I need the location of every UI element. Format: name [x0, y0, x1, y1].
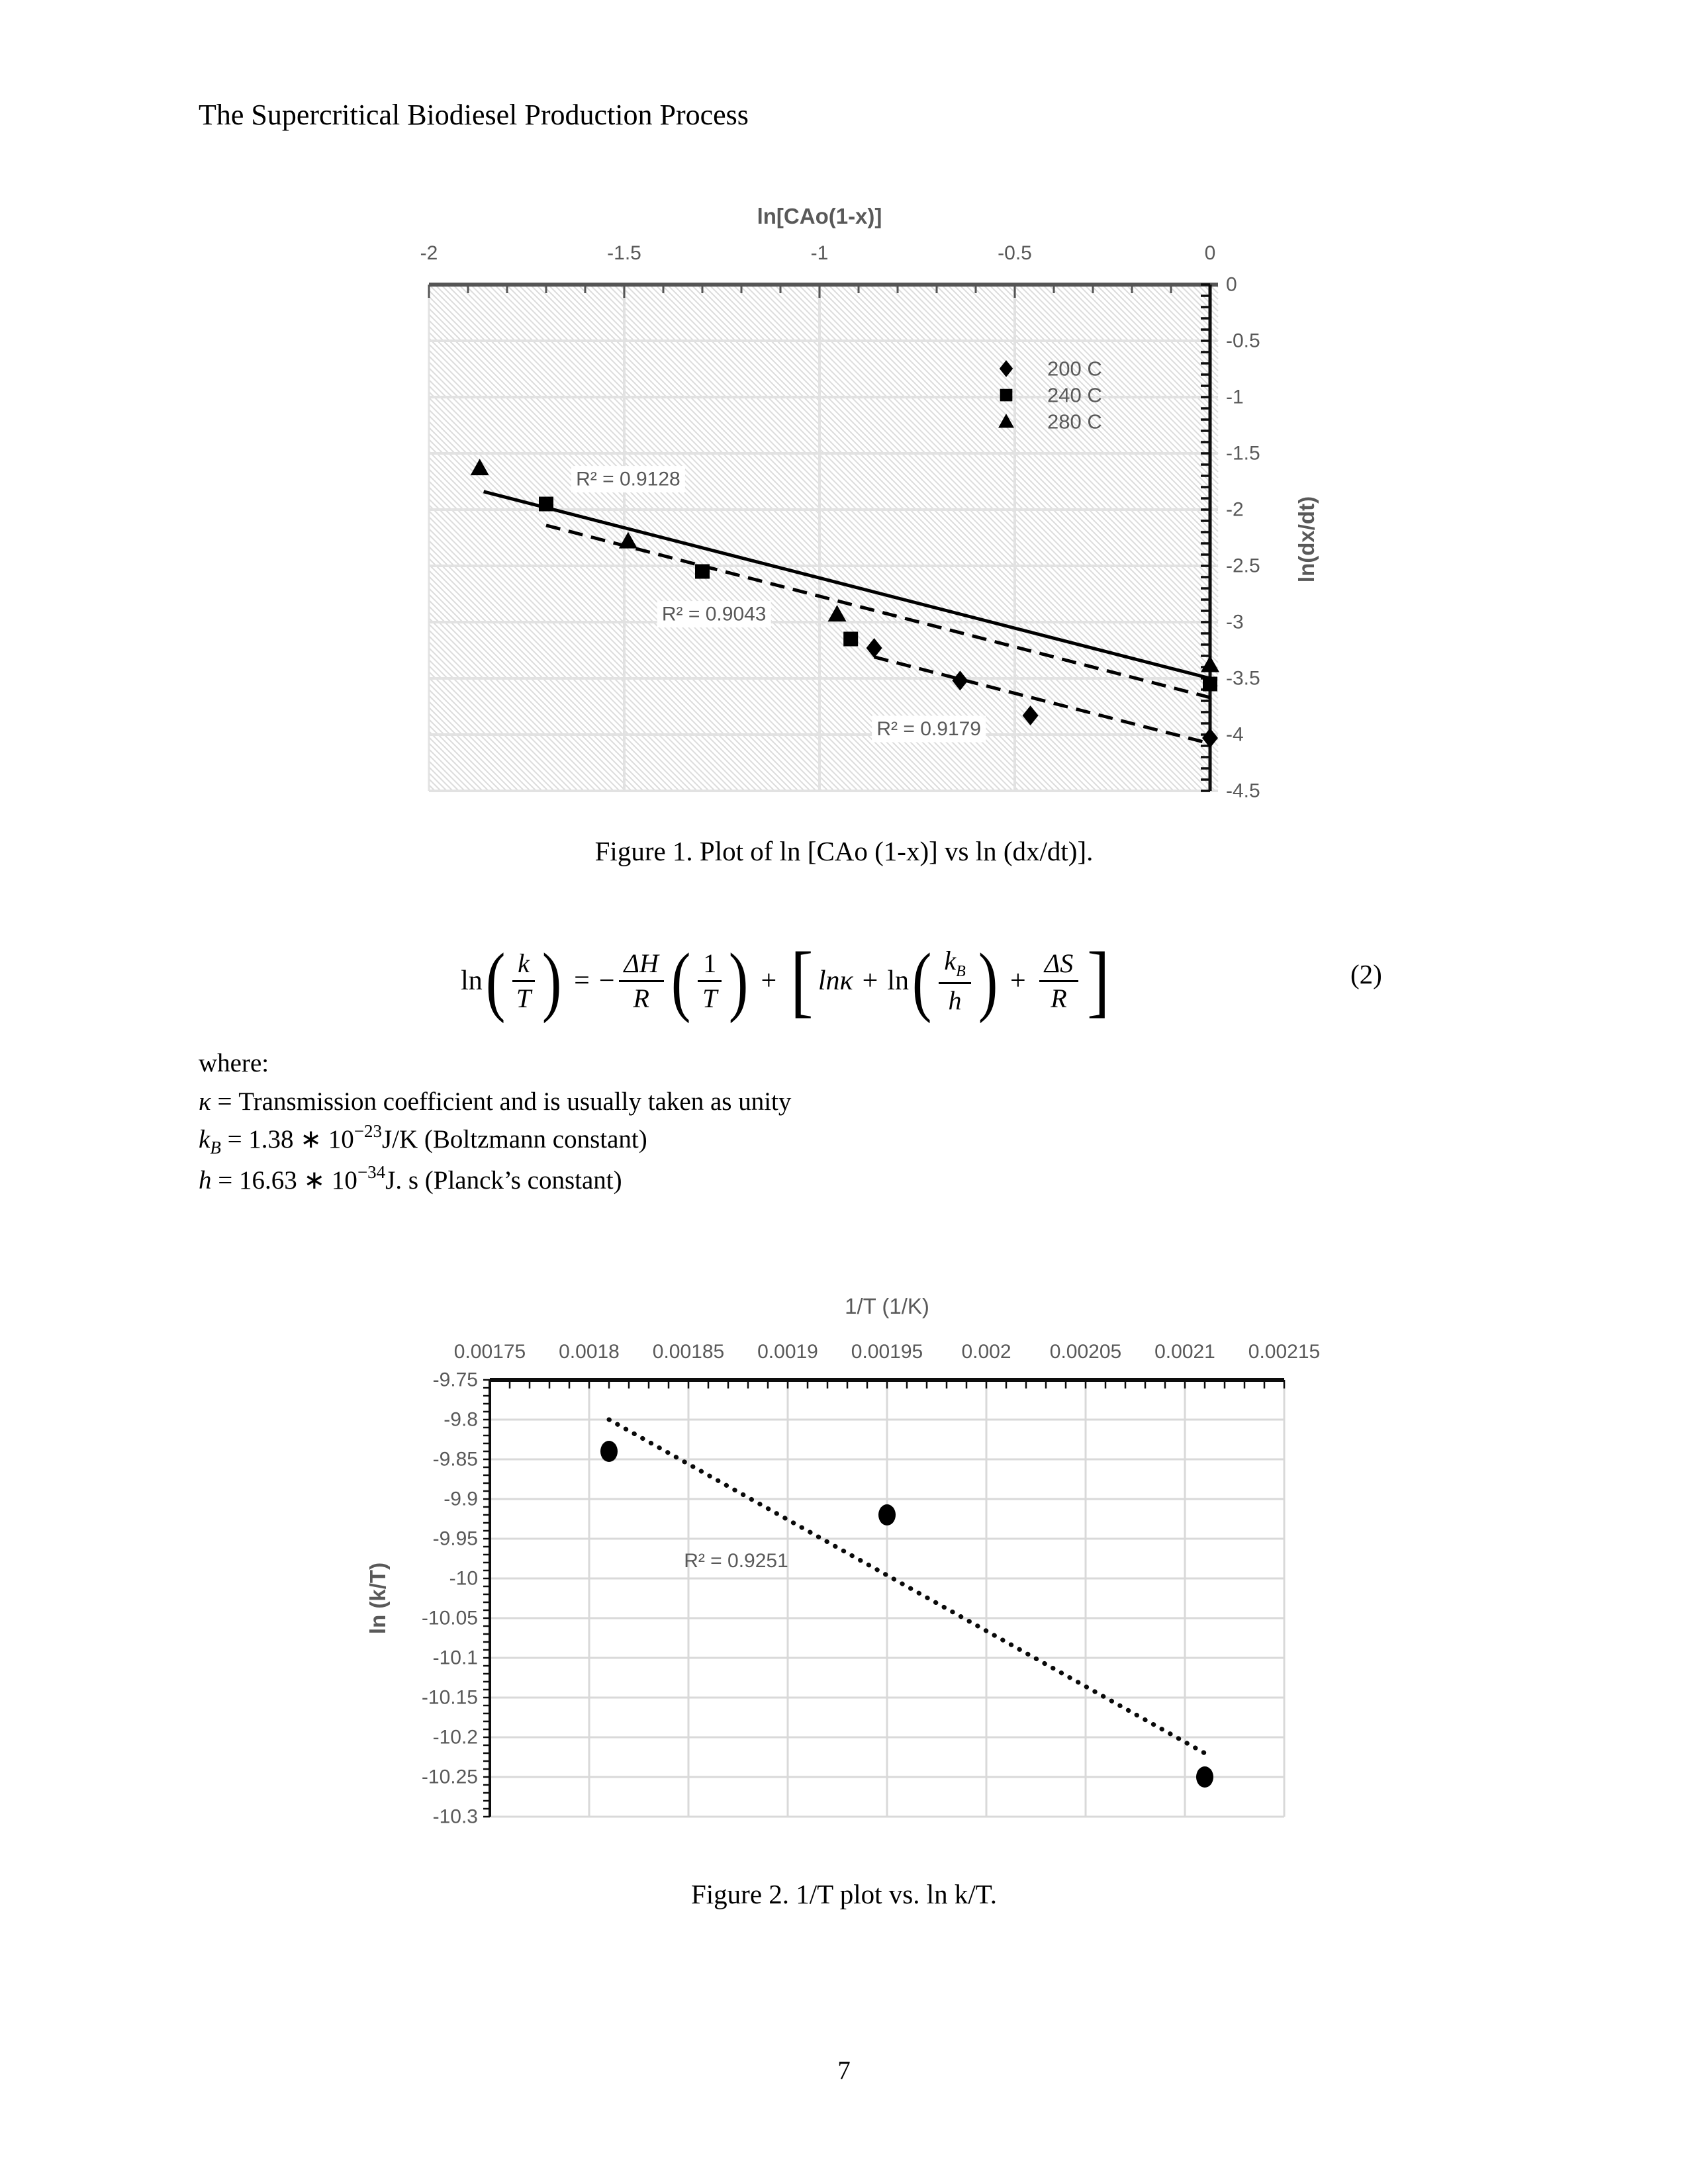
where-block: where: κ = Transmission coefficient and … — [199, 1044, 791, 1200]
eq-frac-1-T: 1 T — [698, 948, 722, 1014]
eq-lparen2: ( — [671, 936, 691, 1024]
svg-text:-10.1: -10.1 — [433, 1647, 478, 1669]
svg-text:R² = 0.9179: R² = 0.9179 — [876, 718, 981, 740]
planck-definition: h = 16.63 ∗ 10−34J. s (Planck’s constant… — [199, 1162, 622, 1195]
svg-text:R² = 0.9251: R² = 0.9251 — [684, 1550, 788, 1572]
svg-text:ln(dx/dt): ln(dx/dt) — [1294, 496, 1319, 582]
svg-text:R² = 0.9043: R² = 0.9043 — [662, 604, 767, 625]
svg-text:-10: -10 — [449, 1568, 478, 1590]
svg-text:-3.5: -3.5 — [1226, 668, 1260, 690]
svg-text:-2: -2 — [1226, 499, 1244, 521]
figure2-chart: R² = 0.9251 0.00175 0.0018 0.00185 0.0019 0.0… — [365, 1294, 1320, 1828]
figure2-caption: Figure 2. 1/T plot vs. ln k/T. — [690, 1879, 997, 1909]
svg-text:-9.9: -9.9 — [444, 1488, 478, 1510]
svg-text:0: 0 — [1205, 242, 1216, 264]
eq-ln-kappa: lnκ — [818, 966, 853, 996]
figure1-caption: Figure 1. Plot of ln [CAo (1-x)] vs ln (… — [594, 836, 1094, 866]
svg-text:-1.5: -1.5 — [607, 242, 641, 264]
eq-minus: − — [598, 966, 615, 996]
svg-text:0.002: 0.002 — [961, 1341, 1011, 1363]
equation-2: ln ( k T ) = − ΔH R ( 1 T ) + [ lnκ + ln… — [457, 921, 1119, 1040]
svg-text:-10.3: -10.3 — [433, 1806, 478, 1828]
svg-text:-9.75: -9.75 — [433, 1369, 478, 1391]
svg-text:0.00185: 0.00185 — [653, 1341, 724, 1363]
svg-text:-0.5: -0.5 — [1226, 330, 1260, 352]
svg-text:ln (k/T): ln (k/T) — [365, 1563, 390, 1634]
svg-text:-2.5: -2.5 — [1226, 555, 1260, 577]
eq-ln2: ln — [887, 966, 910, 996]
svg-text:0.0019: 0.0019 — [757, 1341, 818, 1363]
eq-frac-k-T: k T — [512, 948, 535, 1014]
svg-text:0.0021: 0.0021 — [1154, 1341, 1215, 1363]
svg-text:240 C: 240 C — [1047, 384, 1102, 407]
eq-rparen2: ) — [729, 936, 749, 1024]
svg-text:280 C: 280 C — [1047, 410, 1102, 433]
svg-text:0.0018: 0.0018 — [559, 1341, 620, 1363]
svg-text:-10.2: -10.2 — [433, 1727, 478, 1749]
svg-text:-1: -1 — [811, 242, 829, 264]
page-number: 7 — [837, 2056, 851, 2085]
eq-rparen3: ) — [978, 936, 998, 1024]
svg-text:-10.25: -10.25 — [422, 1766, 478, 1788]
boltzmann-definition: kB = 1.38 ∗ 10−23J/K (Boltzmann constant… — [199, 1121, 647, 1158]
svg-text:200 C: 200 C — [1047, 357, 1102, 381]
eq-rbracket: ] — [1087, 936, 1110, 1026]
where-intro: where: — [199, 1049, 269, 1077]
svg-text:-10.15: -10.15 — [422, 1687, 478, 1709]
eq-plus1: + — [761, 966, 777, 996]
eq-lparen: ( — [485, 936, 506, 1024]
eq-frac-dS-R: ΔS R — [1039, 948, 1079, 1014]
svg-text:0.00175: 0.00175 — [454, 1341, 526, 1363]
eq-equals: = — [574, 966, 590, 996]
svg-text:-1.5: -1.5 — [1226, 443, 1260, 465]
svg-text:0: 0 — [1226, 274, 1237, 296]
svg-text:ln[CAo(1-x)]: ln[CAo(1-x)] — [757, 204, 882, 228]
svg-text:-1: -1 — [1226, 387, 1244, 408]
svg-text:0.00205: 0.00205 — [1050, 1341, 1121, 1363]
eq-lbracket: [ — [790, 936, 814, 1026]
svg-text:1/T (1/K): 1/T (1/K) — [845, 1294, 929, 1318]
eq-rparen: ) — [541, 936, 562, 1024]
svg-text:-4.5: -4.5 — [1226, 780, 1260, 802]
svg-text:-3: -3 — [1226, 612, 1244, 633]
figure1-chart: R² = 0.9128 R² = 0.9043 R² = 0.9179 200 C 24… — [420, 204, 1319, 802]
svg-text:-2: -2 — [420, 242, 438, 264]
eq-frac-dH-R: ΔH R — [618, 948, 664, 1014]
svg-text:0.00215: 0.00215 — [1248, 1341, 1320, 1363]
eq-plus3: + — [1010, 966, 1026, 996]
eq-frac-kB-h: kB h — [939, 946, 971, 1017]
eq-lparen3: ( — [912, 936, 932, 1024]
svg-text:-9.8: -9.8 — [444, 1409, 478, 1431]
kappa-definition: κ = Transmission coefficient and is usua… — [199, 1087, 792, 1116]
svg-text:-9.95: -9.95 — [433, 1528, 478, 1550]
svg-text:0.00195: 0.00195 — [851, 1341, 923, 1363]
svg-text:-9.85: -9.85 — [433, 1449, 478, 1471]
equation-number: (2) — [1350, 959, 1382, 989]
eq-ln: ln — [461, 966, 483, 996]
svg-text:R² = 0.9128: R² = 0.9128 — [576, 469, 680, 490]
eq-plus2: + — [862, 966, 878, 996]
svg-text:-0.5: -0.5 — [998, 242, 1032, 264]
svg-text:-4: -4 — [1226, 724, 1244, 746]
svg-text:-10.05: -10.05 — [422, 1608, 478, 1629]
document-title: The Supercritical Biodiesel Production P… — [199, 99, 749, 131]
